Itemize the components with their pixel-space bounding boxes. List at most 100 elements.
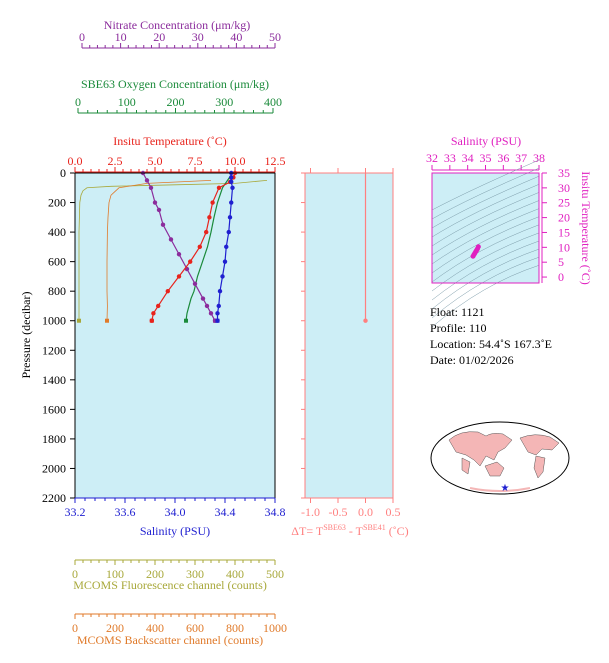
temperature-tick-label: 0.0 [68,154,83,168]
salinity-tick-label: 34.4 [215,505,236,519]
ts-salinity-tick-label: 34 [462,151,474,165]
fluorescence-tick-label: 300 [186,567,204,581]
temperature-point [151,311,156,316]
pressure-tick-label: 1400 [42,373,66,387]
float-id: Float: 1121 [430,305,485,319]
deltaT-end-marker [363,318,368,323]
oxygen-axis: SBE63 Oxygen Concentration (μm/kg) 0 100 2… [75,77,282,114]
ts-density-contour [431,200,540,256]
deltaT-tick-label: 0.0 [358,505,373,519]
fluorescence-tick-label: 200 [146,567,164,581]
ts-salinity-tick-label: 38 [533,151,545,165]
oxygen-axis-label: SBE63 Oxygen Concentration (μm/kg) [81,77,269,91]
fluorescence-tick-label: 500 [266,567,284,581]
ts-density-contour [431,175,540,229]
fluorescence-tick-label: 0 [72,567,78,581]
nitrate-tick-label: 50 [269,30,281,44]
temperature-point [165,288,170,294]
ts-salinity-tick-label: 37 [515,151,527,165]
temperature-point [156,303,161,309]
backscatter-axis-label: MCOMS Backscatter channel (counts) [77,633,263,647]
ts-plot-area [432,173,539,283]
nitrate-point [148,185,154,190]
deltaT-tick-label: 0.5 [386,505,401,519]
ts-density-contour [431,192,540,247]
deltaT-tick-label: -1.0 [301,505,320,519]
temperature-point [210,200,215,205]
temperature-tick-label: 12.5 [265,154,286,168]
salinity-point [220,274,225,279]
backscatter-tick-label: 800 [226,621,244,635]
backscatter-line [106,179,212,321]
temperature-end-marker [149,318,154,323]
temperature-axis-label: Insitu Temperature (˚C) [113,134,227,148]
salinity-point [227,215,233,220]
oxygen-tick-label: 200 [167,95,185,109]
ts-temperature-tick-label: 10 [558,240,570,254]
salinity-point [215,311,220,316]
ts-salinity-tick-label: 36 [497,151,509,165]
salinity-point [229,200,234,205]
ts-temperature-tick-label: 5 [558,255,564,269]
temperature-tick-label: 5.0 [148,154,163,168]
deltaT-plot-area [305,173,393,498]
salinity-point [230,185,235,190]
salinity-tick-label: 33.6 [115,505,136,519]
temperature-tick-label: 2.5 [108,154,123,168]
oxygen-tick-label: 400 [264,95,282,109]
pressure-tick-label: 1000 [42,314,66,328]
main-plot-area [75,173,275,498]
ts-temperature-tick-label: 30 [558,181,570,195]
ts-density-contour [431,224,540,283]
pressure-tick-label: 400 [48,225,66,239]
pressure-tick-label: 800 [48,284,66,298]
backscatter-tick-label: 400 [146,621,164,635]
salinity-point [224,244,229,250]
oxygen-tick-label: 300 [215,95,233,109]
ts-density-contour [431,256,540,319]
backscatter-end-marker [105,318,109,323]
ts-density-contour [431,167,540,220]
ts-density-contour [431,208,540,265]
salinity-end-marker [215,318,220,323]
fluorescence-tick-label: 100 [106,567,124,581]
nitrate-point [144,178,150,183]
backscatter-tick-label: 1000 [263,621,287,635]
salinity-point [226,229,231,235]
ts-temperature-tick-label: 15 [558,225,570,239]
nitrate-tick-label: 40 [230,30,242,44]
salinity-point [222,259,228,264]
profile-number: Profile: 110 [430,321,487,335]
nitrate-tick-label: 20 [153,30,165,44]
oxygen-line [185,172,233,321]
pressure-tick-label: 2200 [42,491,66,505]
ts-density-contour [431,159,540,211]
nitrate-tick-label: 10 [115,30,127,44]
nitrate-point [192,281,198,286]
backscatter-tick-label: 600 [186,621,204,635]
ts-salinity-axis-label: Salinity (PSU) [451,134,521,148]
nitrate-point [200,296,206,301]
nitrate-point [160,222,166,227]
pressure-tick-label: 1200 [42,343,66,357]
pressure-tick-label: 1600 [42,402,66,416]
ts-density-contour [431,216,540,274]
pressure-tick-label: 600 [48,255,66,269]
ts-temperature-tick-label: 20 [558,211,570,225]
ts-salinity-tick-label: 35 [480,151,492,165]
ts-density-contour [431,240,540,301]
salinity-tick-label: 33.2 [65,505,86,519]
ts-temperature-tick-label: 0 [558,270,564,284]
world-map: ★ [430,421,570,495]
backscatter-tick-label: 200 [106,621,124,635]
ts-temperature-tick-label: 35 [558,166,570,180]
temperature-tick-label: 10.0 [225,154,246,168]
ts-density-contour [431,265,540,328]
oxygen-tick-label: 0 [75,95,81,109]
temperature-point [176,274,182,279]
pressure-tick-label: 2000 [42,461,66,475]
salinity-tick-label: 34.8 [265,505,286,519]
nitrate-tick-label: 30 [192,30,204,44]
nitrate-axis: Nitrate Concentration (μm/kg) 0 10 20 30 40 5… [79,18,281,49]
